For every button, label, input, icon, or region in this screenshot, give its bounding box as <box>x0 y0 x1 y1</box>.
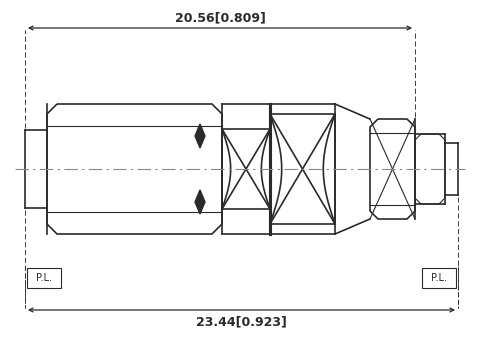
Polygon shape <box>195 190 205 214</box>
Text: 23.44[0.923]: 23.44[0.923] <box>196 315 287 329</box>
Text: P.L.: P.L. <box>36 273 52 283</box>
Polygon shape <box>195 124 205 148</box>
Bar <box>27 268 61 288</box>
Text: 20.56[0.809]: 20.56[0.809] <box>175 11 265 24</box>
Text: P.L.: P.L. <box>431 273 447 283</box>
Bar <box>422 268 456 288</box>
